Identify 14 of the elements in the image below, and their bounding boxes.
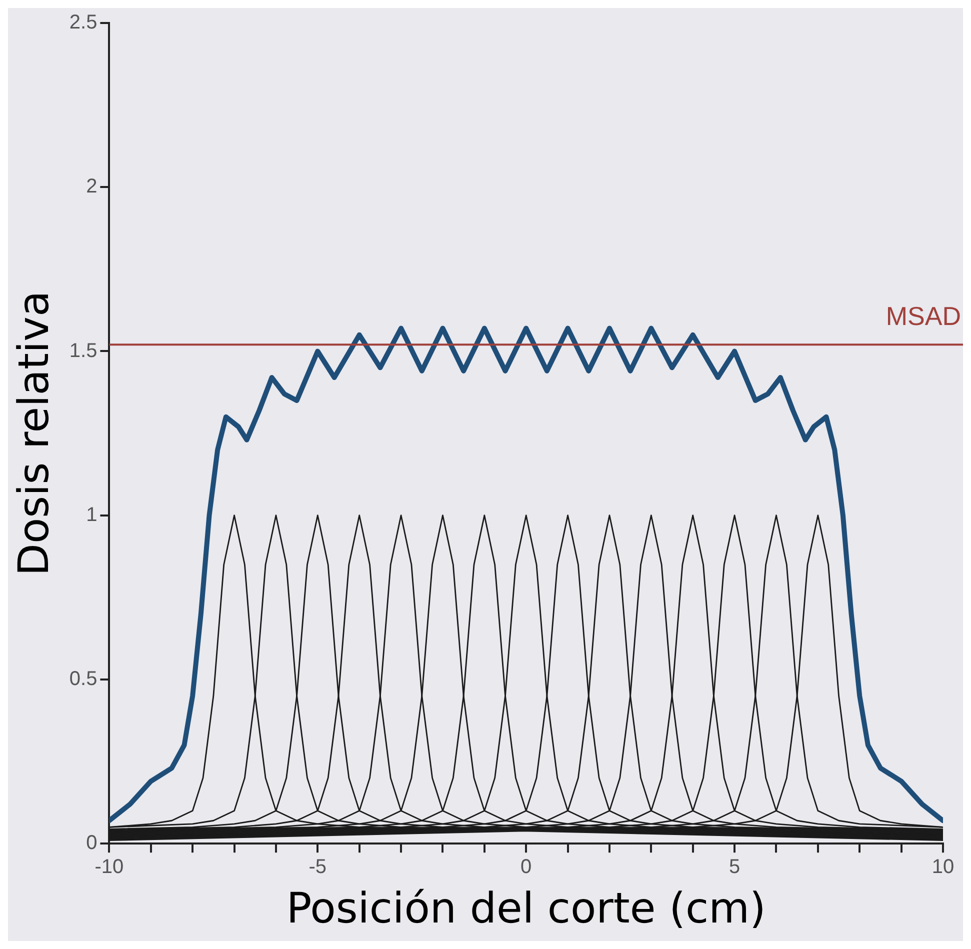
x-tick-label: 0 xyxy=(520,856,532,878)
x-axis-title: Posición del corte (cm) xyxy=(286,884,766,933)
y-tick-label: 2 xyxy=(86,176,98,198)
y-tick-label: 0.5 xyxy=(69,668,98,690)
x-tick-label: 5 xyxy=(728,856,740,878)
y-tick-label: 2.5 xyxy=(69,12,98,34)
x-tick-label: -10 xyxy=(94,856,124,878)
y-tick-label: 1 xyxy=(86,504,98,526)
x-tick-label: -5 xyxy=(308,856,327,878)
y-tick-label: 0 xyxy=(86,832,98,854)
x-tick-label: 10 xyxy=(932,856,954,878)
ref-line-label: MSAD xyxy=(886,300,961,331)
y-axis-title: Dosis relativa xyxy=(9,290,58,576)
y-tick-label: 1.5 xyxy=(69,340,98,362)
